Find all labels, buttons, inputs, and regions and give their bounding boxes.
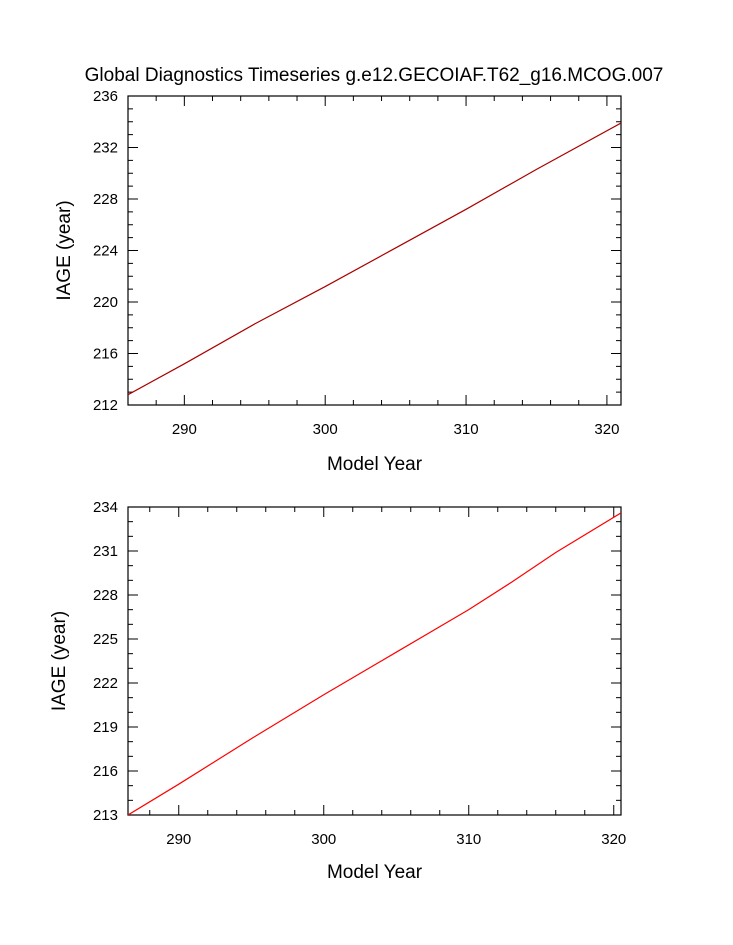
x-tick-label: 290 <box>166 831 191 848</box>
series-line <box>128 122 621 396</box>
y-tick-label: 231 <box>93 543 118 560</box>
x-axis-label: Model Year <box>327 862 423 883</box>
y-tick-label: 234 <box>93 499 118 516</box>
x-tick-label: 310 <box>456 831 481 848</box>
y-tick-label: 222 <box>93 675 118 692</box>
y-tick-label: 224 <box>93 243 118 260</box>
y-axis-label: IAGE (year) <box>54 200 75 300</box>
y-tick-label: 216 <box>93 346 118 363</box>
x-tick-label: 320 <box>594 421 619 438</box>
y-tick-label: 228 <box>93 191 118 208</box>
plot-frame <box>127 95 622 406</box>
x-tick-label: 310 <box>454 421 479 438</box>
y-tick-label: 212 <box>93 397 118 414</box>
x-tick-label: 320 <box>601 831 626 848</box>
x-tick-label: 300 <box>311 831 336 848</box>
chart-top: 290 300 310 320 212 216 220 224 228 232 236 Model Y… <box>54 88 622 475</box>
y-axis-label: IAGE (year) <box>49 611 70 711</box>
x-axis-label: Model Year <box>327 454 423 475</box>
x-tick-label: 290 <box>172 421 197 438</box>
y-tick-label: 213 <box>93 807 118 824</box>
series-line <box>128 512 621 815</box>
y-tick-label: 225 <box>93 631 118 648</box>
y-tick-label: 228 <box>93 587 118 604</box>
x-tick-label: 300 <box>313 421 338 438</box>
y-tick-label: 219 <box>93 719 118 736</box>
y-tick-label: 236 <box>93 88 118 105</box>
y-tick-label: 232 <box>93 140 118 157</box>
chart-bottom: 290 300 310 320 213 216 219 222 225 228 231 234 Mode… <box>49 499 626 883</box>
figure-title: Global Diagnostics Timeseries g.e12.GECO… <box>85 65 664 86</box>
plot-frame <box>127 506 622 816</box>
y-tick-label: 220 <box>93 294 118 311</box>
y-tick-label: 216 <box>93 763 118 780</box>
